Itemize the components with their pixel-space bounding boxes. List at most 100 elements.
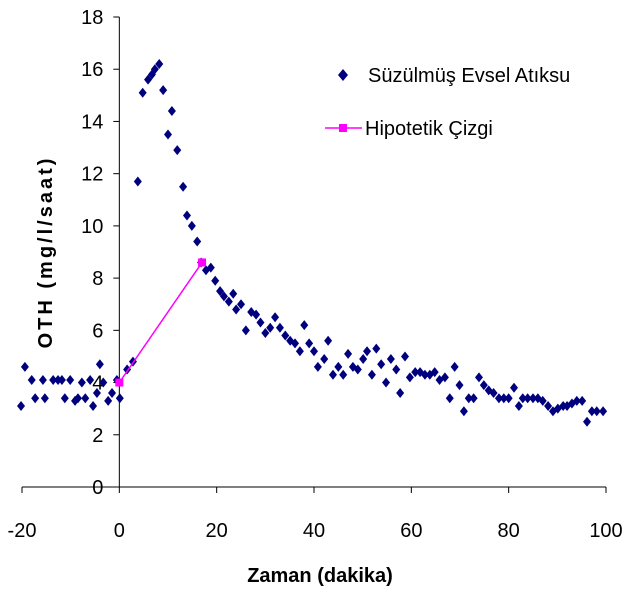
data-point <box>489 388 498 398</box>
data-point <box>494 393 503 404</box>
data-point <box>313 361 322 372</box>
data-point <box>320 354 329 365</box>
data-point <box>310 346 318 357</box>
data-point <box>241 325 250 336</box>
y-tick-label: 2 <box>92 425 103 447</box>
data-point <box>99 377 108 388</box>
data-point <box>95 359 104 370</box>
data-point <box>164 129 172 140</box>
data-point <box>334 361 343 372</box>
y-tick-label: 14 <box>81 111 103 133</box>
data-point <box>187 220 196 231</box>
x-tick-label: 20 <box>206 520 228 542</box>
data-point <box>459 406 468 417</box>
data-point <box>392 364 401 375</box>
legend-marker <box>339 124 347 132</box>
data-point <box>155 59 164 69</box>
data-point <box>592 406 601 417</box>
data-point <box>281 330 290 341</box>
data-point <box>229 288 238 299</box>
data-point <box>405 372 414 383</box>
data-point <box>123 364 132 375</box>
data-point <box>211 275 220 286</box>
data-point <box>469 393 478 404</box>
data-point <box>291 338 300 349</box>
y-tick-label: 0 <box>92 477 103 499</box>
data-point <box>578 395 587 406</box>
y-tick-label: 12 <box>81 164 103 186</box>
data-point <box>266 322 275 333</box>
line <box>118 262 203 383</box>
y-tick-label: 10 <box>81 216 103 238</box>
x-tick-label: 40 <box>303 520 325 542</box>
data-point <box>115 393 124 404</box>
data-point <box>219 291 228 302</box>
legend-marker <box>338 69 348 81</box>
y-tick-label: 4 <box>92 373 103 395</box>
data-point <box>57 374 66 385</box>
data-point <box>66 374 75 385</box>
data-point <box>464 393 473 404</box>
data-point <box>150 64 159 75</box>
data-point <box>386 354 395 365</box>
data-point <box>324 335 333 346</box>
data-point <box>529 393 537 404</box>
data-point <box>367 369 376 380</box>
data-point <box>328 369 337 380</box>
x-tick-label: 80 <box>498 520 520 542</box>
data-point <box>115 378 124 387</box>
data-point <box>173 145 182 156</box>
data-point <box>252 309 261 320</box>
x-axis-label: Zaman (dakika) <box>247 565 393 587</box>
data-point <box>60 393 69 404</box>
data-point <box>382 377 391 388</box>
data-point <box>206 262 215 273</box>
data-point <box>133 176 142 187</box>
data-point <box>38 374 47 385</box>
y-tick-label: 16 <box>81 59 103 81</box>
data-point <box>77 377 86 388</box>
data-point <box>27 374 36 385</box>
x-tick-label: 100 <box>589 520 622 542</box>
data-point <box>179 181 188 192</box>
data-point <box>353 364 362 375</box>
data-point <box>198 258 207 267</box>
y-tick-label: 8 <box>92 268 103 290</box>
legend-label: Süzülmüş Evsel Atıksu <box>368 65 570 87</box>
data-point <box>430 367 439 378</box>
data-point <box>479 380 488 391</box>
data-point <box>295 346 304 357</box>
data-point <box>599 406 608 417</box>
data-point <box>518 393 527 404</box>
data-point <box>504 393 513 404</box>
data-point <box>396 388 405 398</box>
data-point <box>31 393 40 404</box>
data-point <box>40 393 49 404</box>
data-point <box>450 361 459 372</box>
data-point <box>86 374 95 385</box>
data-point <box>377 359 386 370</box>
data-point <box>455 380 464 391</box>
data-point <box>305 338 314 349</box>
data-point <box>339 369 348 380</box>
x-tick-label: 0 <box>114 520 125 542</box>
data-point <box>159 85 168 96</box>
data-point <box>359 354 368 365</box>
data-point <box>275 322 284 333</box>
data-point <box>499 393 508 404</box>
y-tick-label: 18 <box>81 7 103 29</box>
x-tick-label: -20 <box>8 520 37 542</box>
data-point <box>587 406 596 417</box>
data-point <box>138 87 147 98</box>
data-point <box>73 393 82 404</box>
data-point <box>445 393 454 404</box>
y-axis-label: OTH (mg/l/saat) <box>35 156 57 349</box>
data-point <box>216 286 225 297</box>
data-point <box>401 351 410 362</box>
x-tick-label: 60 <box>400 520 422 542</box>
data-point <box>167 106 176 116</box>
data-point <box>363 346 372 357</box>
data-point <box>20 361 29 372</box>
data-point <box>81 393 90 404</box>
